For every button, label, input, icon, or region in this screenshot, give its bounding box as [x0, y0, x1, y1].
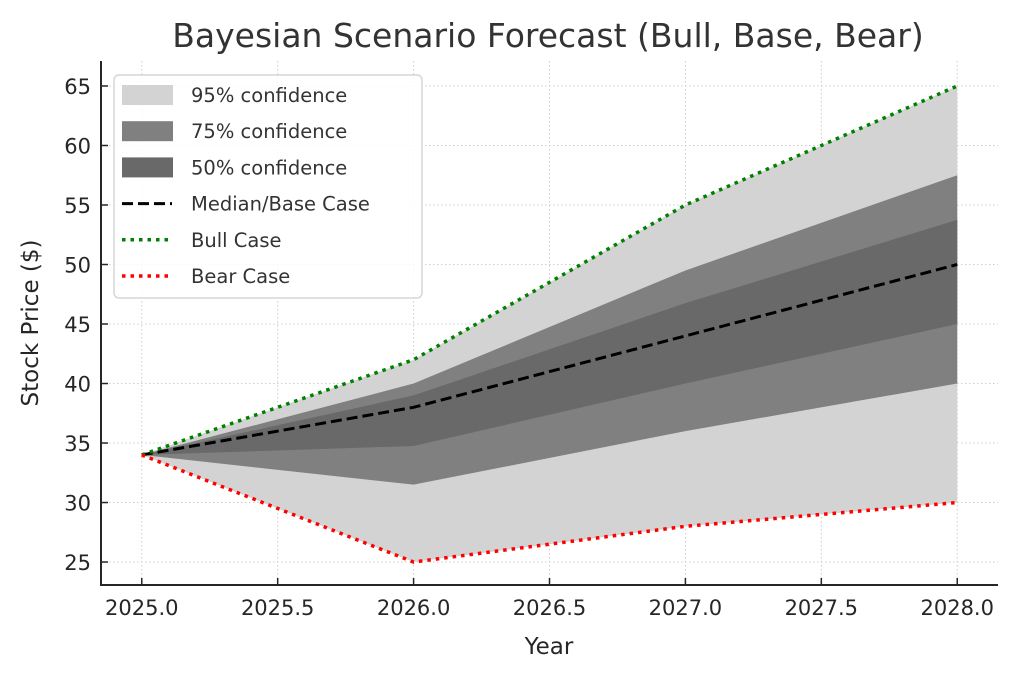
x-tick-label: 2025.0	[105, 596, 178, 620]
series-lines	[141, 84, 958, 564]
y-tick-label: 25	[64, 551, 91, 575]
x-axis-label: Year	[524, 634, 574, 660]
y-tick-label: 40	[64, 373, 91, 397]
line-median-base-case	[141, 263, 958, 457]
x-tick-label: 2026.0	[377, 596, 450, 620]
y-tick-label: 35	[64, 432, 91, 456]
x-tick-label: 2028.0	[920, 596, 993, 620]
band-50-confidence	[141, 219, 958, 455]
tick-labels: 2025.0 2025.5 2026.0 2026.5 2027.0 2027.5 2028…	[64, 75, 994, 620]
axes	[100, 61, 998, 586]
y-tick-label: 50	[64, 254, 91, 278]
chart-title: Bayesian Scenario Forecast (Bull, Base, …	[172, 16, 923, 55]
legend-median-base-case-label: Median/Base Case	[191, 193, 370, 216]
x-tick-label: 2025.5	[241, 596, 314, 620]
y-tick-label: 45	[64, 313, 91, 337]
line-bear-case	[141, 453, 958, 564]
legend-95-confidence-swatch	[122, 85, 173, 105]
y-tick-label: 55	[64, 194, 91, 218]
legend-95-confidence-label: 95% confidence	[191, 84, 347, 107]
y-tick-label: 60	[64, 134, 91, 158]
x-tick-label: 2027.0	[649, 596, 722, 620]
y-axis-label: Stock Price ($)	[18, 240, 44, 407]
legend-75-confidence-swatch	[122, 121, 173, 142]
y-tick-label: 30	[64, 492, 91, 516]
legend-50-confidence-label: 50% confidence	[191, 156, 347, 179]
confidence-bands	[141, 85, 958, 563]
x-tick-label: 2027.5	[785, 596, 858, 620]
legend: 95% confidence 75% confidence 50% confiden…	[113, 74, 423, 299]
line-bull-case	[141, 84, 958, 457]
legend-75-confidence-label: 75% confidence	[191, 120, 347, 143]
legend-bull-case-label: Bull Case	[191, 229, 282, 252]
legend-box	[113, 74, 423, 299]
x-tick-label: 2026.5	[513, 596, 586, 620]
band-75-confidence	[141, 175, 958, 485]
y-tick-label: 65	[64, 75, 91, 99]
legend-bear-case-label: Bear Case	[191, 265, 290, 288]
legend-50-confidence-swatch	[122, 157, 173, 178]
